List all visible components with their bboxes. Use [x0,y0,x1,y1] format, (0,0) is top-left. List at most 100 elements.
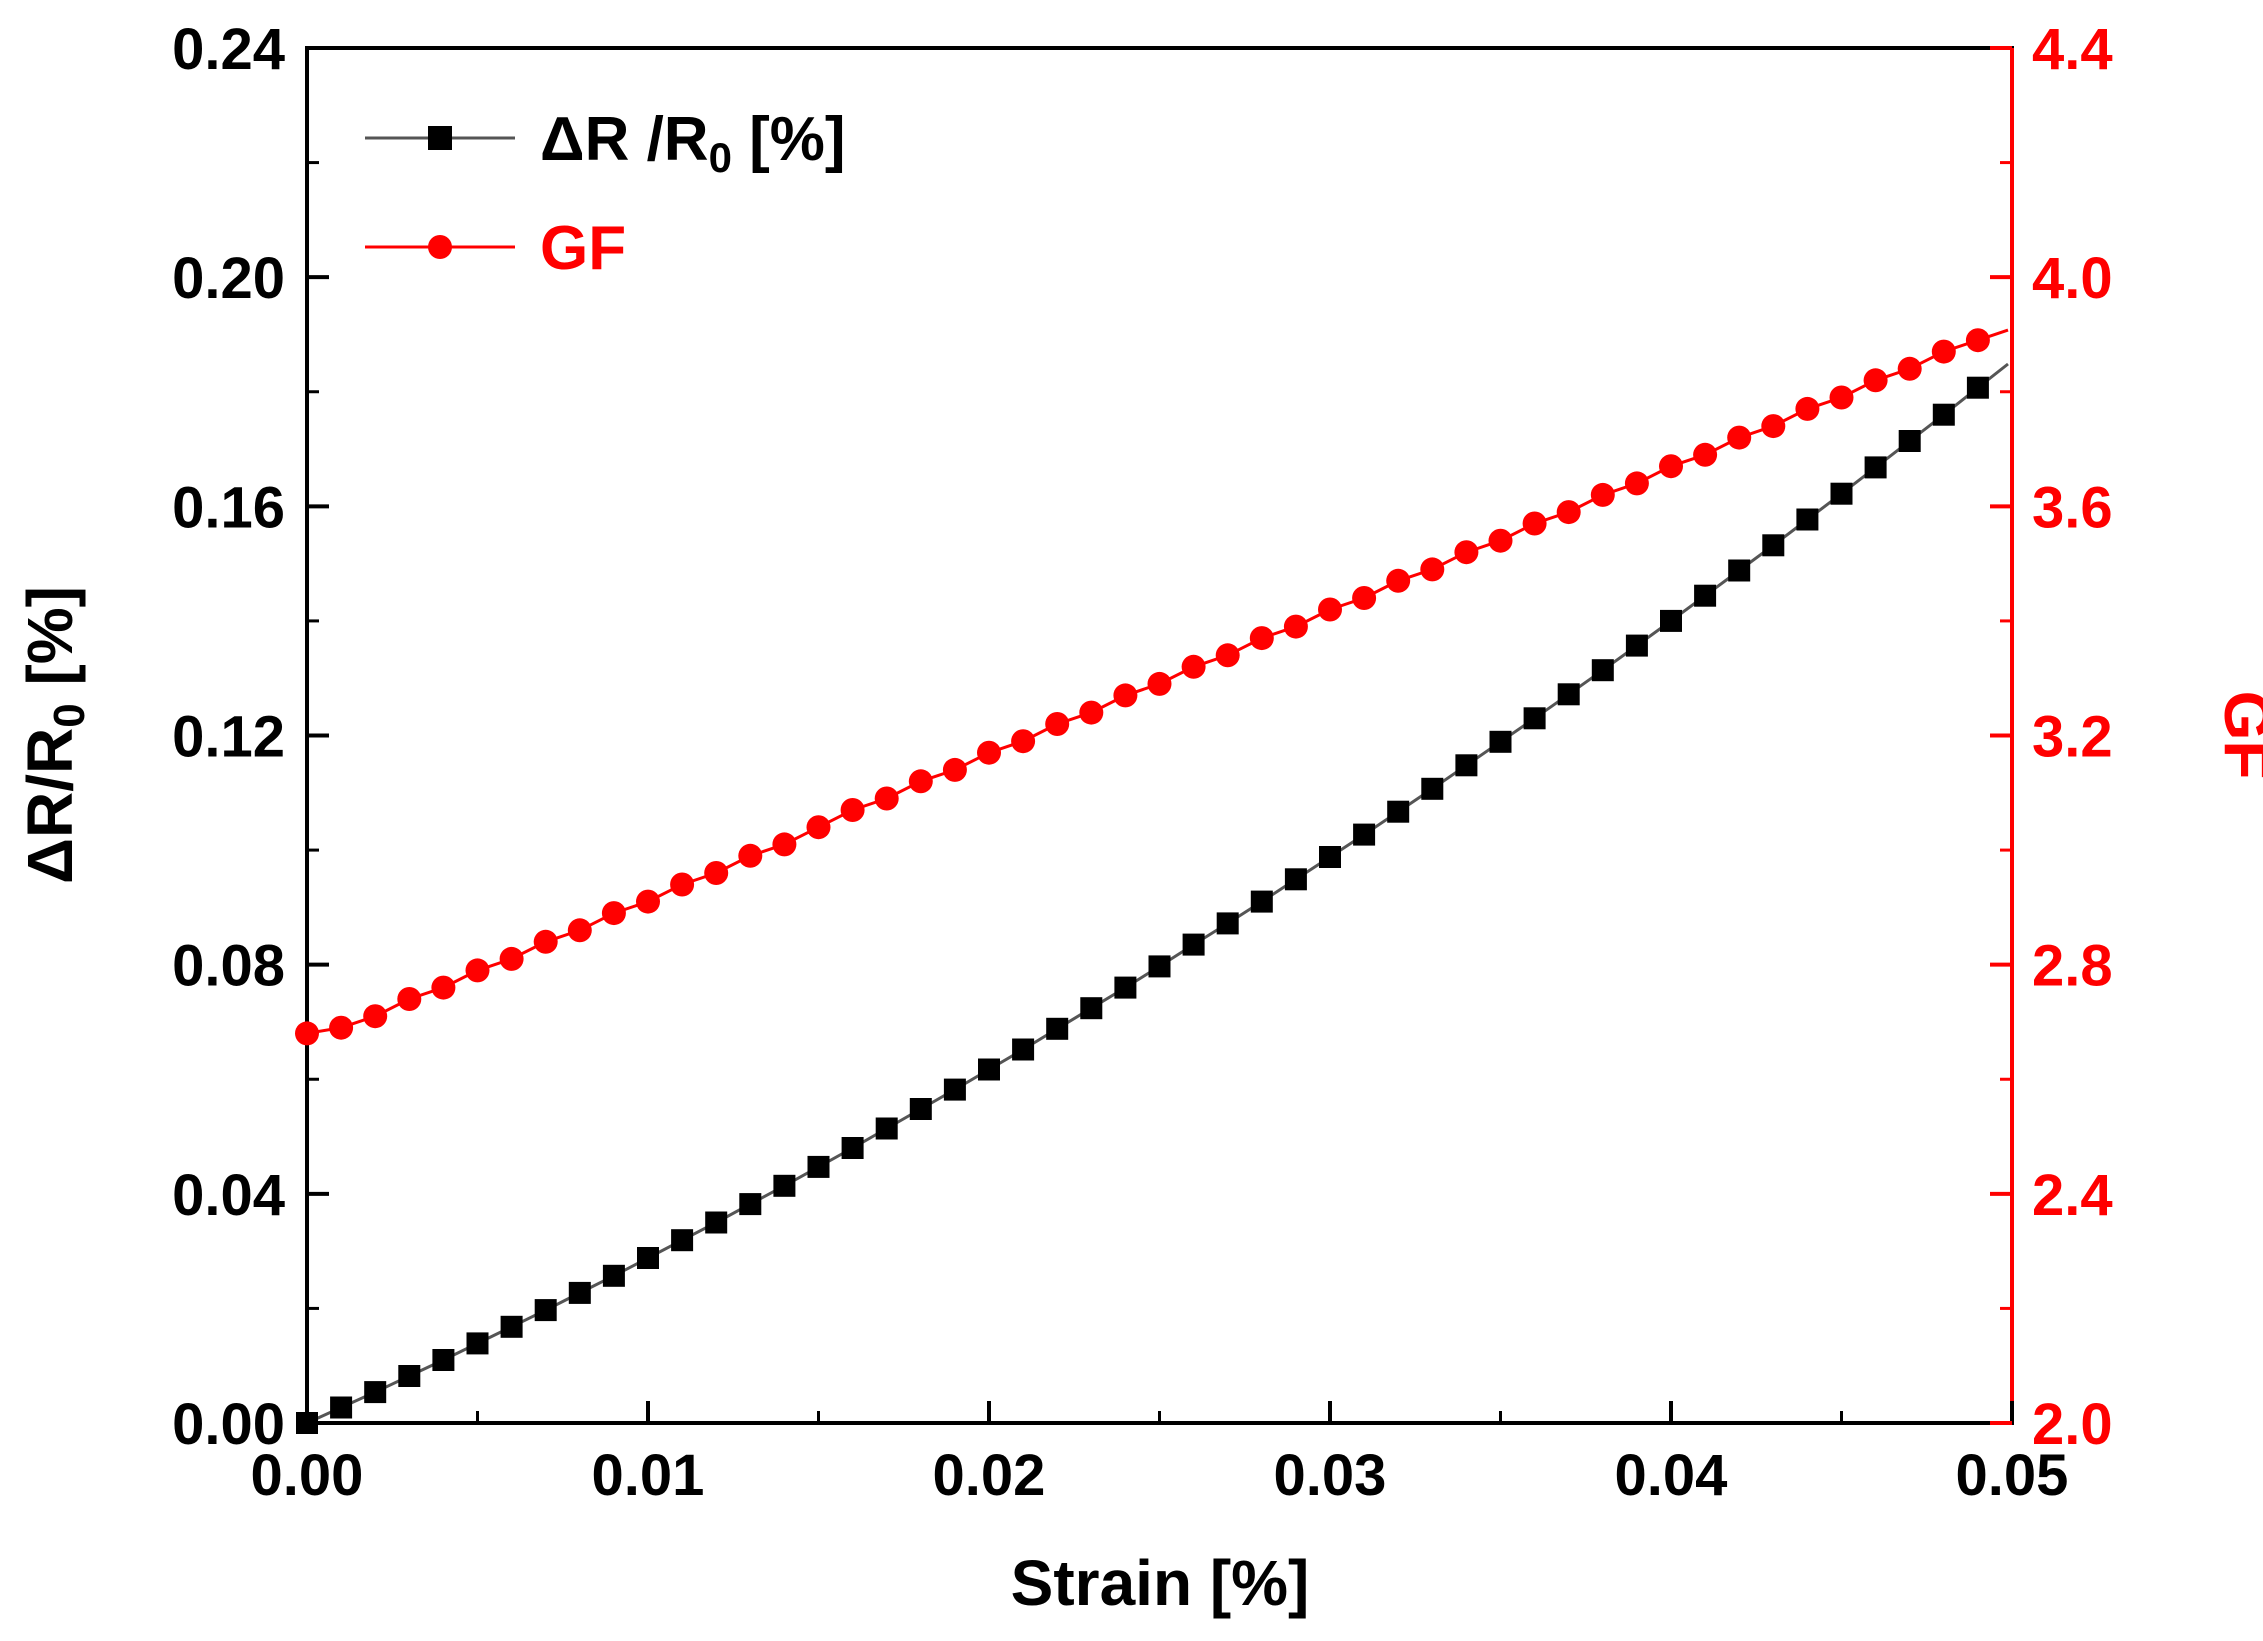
y-axis-ticks: 0.00 0.04 0.08 0.12 0.16 0.20 0.24 [172,17,329,1457]
data-point-gf [1659,454,1683,479]
data-point-gf [1727,425,1752,450]
data-point-resistance [432,1349,455,1371]
legend-entry-resistance: ΔR /R0 [%] [365,105,846,181]
data-point-resistance [398,1365,421,1387]
data-point-gf [1931,339,1956,364]
data-point-gf [499,946,524,971]
data-point-gf [1011,729,1036,754]
y-tick-label: 0.24 [172,17,285,82]
x-tick-label: 0.04 [1615,1443,1728,1508]
data-point-resistance [1080,997,1103,1020]
data-point-gf [1897,356,1922,381]
data-point-resistance [1625,634,1648,657]
y-axis-title-suffix: [%] [14,586,86,703]
data-point-gf [1761,414,1786,439]
y-tick-label: 0.16 [172,475,285,540]
y2-tick-label: 4.0 [2032,246,2113,311]
data-point-gf [1556,500,1581,525]
data-point-gf [1215,643,1240,668]
data-point-resistance [637,1247,659,1269]
data-point-resistance [534,1299,557,1322]
data-point-gf [908,769,933,794]
data-point-resistance [466,1332,489,1355]
data-point-resistance [1148,955,1171,978]
legend: ΔR /R0 [%] GF [365,105,846,283]
legend-label-gf-main: GF [540,214,626,283]
data-point-resistance [1489,730,1512,753]
y-tick-label: 0.08 [172,934,285,999]
data-point-resistance [296,1412,318,1434]
data-point-gf [1249,626,1274,651]
data-point-resistance [1353,823,1376,846]
data-point-resistance [1762,534,1785,557]
data-point-gf [1522,511,1547,536]
data-point-resistance [909,1098,932,1120]
data-point-gf [465,958,490,983]
data-point-gf [1965,328,1990,353]
data-point-resistance [1216,912,1239,935]
data-point-gf [295,1021,319,1046]
series-line-resistance [306,362,2009,1425]
data-point-gf [942,757,967,782]
data-point-gf [840,798,865,822]
legend-label-resistance-main: ΔR /R [540,105,709,174]
data-point-resistance [1796,508,1819,531]
data-point-resistance [1557,683,1580,706]
data-point-gf [1352,586,1377,610]
data-point-gf [670,872,695,897]
data-point-resistance [978,1058,1000,1081]
data-point-gf [601,901,626,926]
x-tick-label: 0.03 [1274,1443,1387,1508]
y2-tick-label: 2.0 [2032,1392,2113,1457]
legend-label-resistance-suffix: [%] [732,105,846,174]
data-point-resistance [1387,800,1410,823]
data-point-gf [1454,540,1479,565]
data-point-gf [1079,700,1104,725]
data-point-resistance [1455,754,1478,777]
data-point-resistance [330,1396,353,1419]
x-tick-label: 0.02 [933,1443,1046,1508]
data-point-gf [1420,557,1445,582]
y2-axis-ticks: 2.0 2.4 2.8 3.2 3.6 4.0 4.4 [1990,17,2113,1457]
data-point-gf [1590,482,1615,507]
y-tick-label: 0.20 [172,246,285,311]
data-point-resistance [1046,1017,1069,1040]
data-point-gf [704,861,729,885]
y2-tick-label: 3.2 [2032,705,2113,770]
x-tick-label: 0.01 [592,1443,705,1508]
y2-tick-label: 3.6 [2032,475,2113,540]
data-point-gf [874,786,899,811]
legend-label-resistance-sub: 0 [709,134,732,181]
y2-axis-title: GF [2211,691,2263,780]
data-point-resistance [1284,868,1307,891]
data-point-gf [1386,568,1411,593]
y-tick-label: 0.00 [172,1392,285,1457]
data-point-gf [1318,597,1342,622]
data-point-gf [1488,528,1513,553]
data-point-resistance [1660,609,1682,632]
data-point-gf [1147,671,1172,696]
data-point-resistance [841,1137,864,1159]
data-point-gf [636,889,660,914]
data-point-resistance [943,1078,966,1101]
data-point-resistance [1114,976,1137,999]
data-point-resistance [1319,846,1341,868]
data-point-gf [567,918,592,943]
data-point-gf [1795,396,1820,421]
data-point-resistance [602,1264,625,1287]
data-point-gf [1863,368,1888,393]
data-point-gf [329,1015,354,1040]
data-point-gf [1045,712,1070,736]
series-markers [295,328,1990,1434]
y2-tick-label: 2.4 [2032,1163,2113,1228]
y-tick-label: 0.12 [172,705,285,770]
data-point-gf [1283,614,1308,639]
data-point-gf [1829,385,1854,410]
data-point-resistance [807,1155,830,1178]
y-axis-title-sub: 0 [45,703,94,727]
x-tick-label: 0.00 [251,1443,364,1508]
data-point-resistance [671,1229,694,1252]
y-axis-title: ΔR/R0 [%] [14,586,94,884]
data-point-resistance [1250,890,1273,913]
